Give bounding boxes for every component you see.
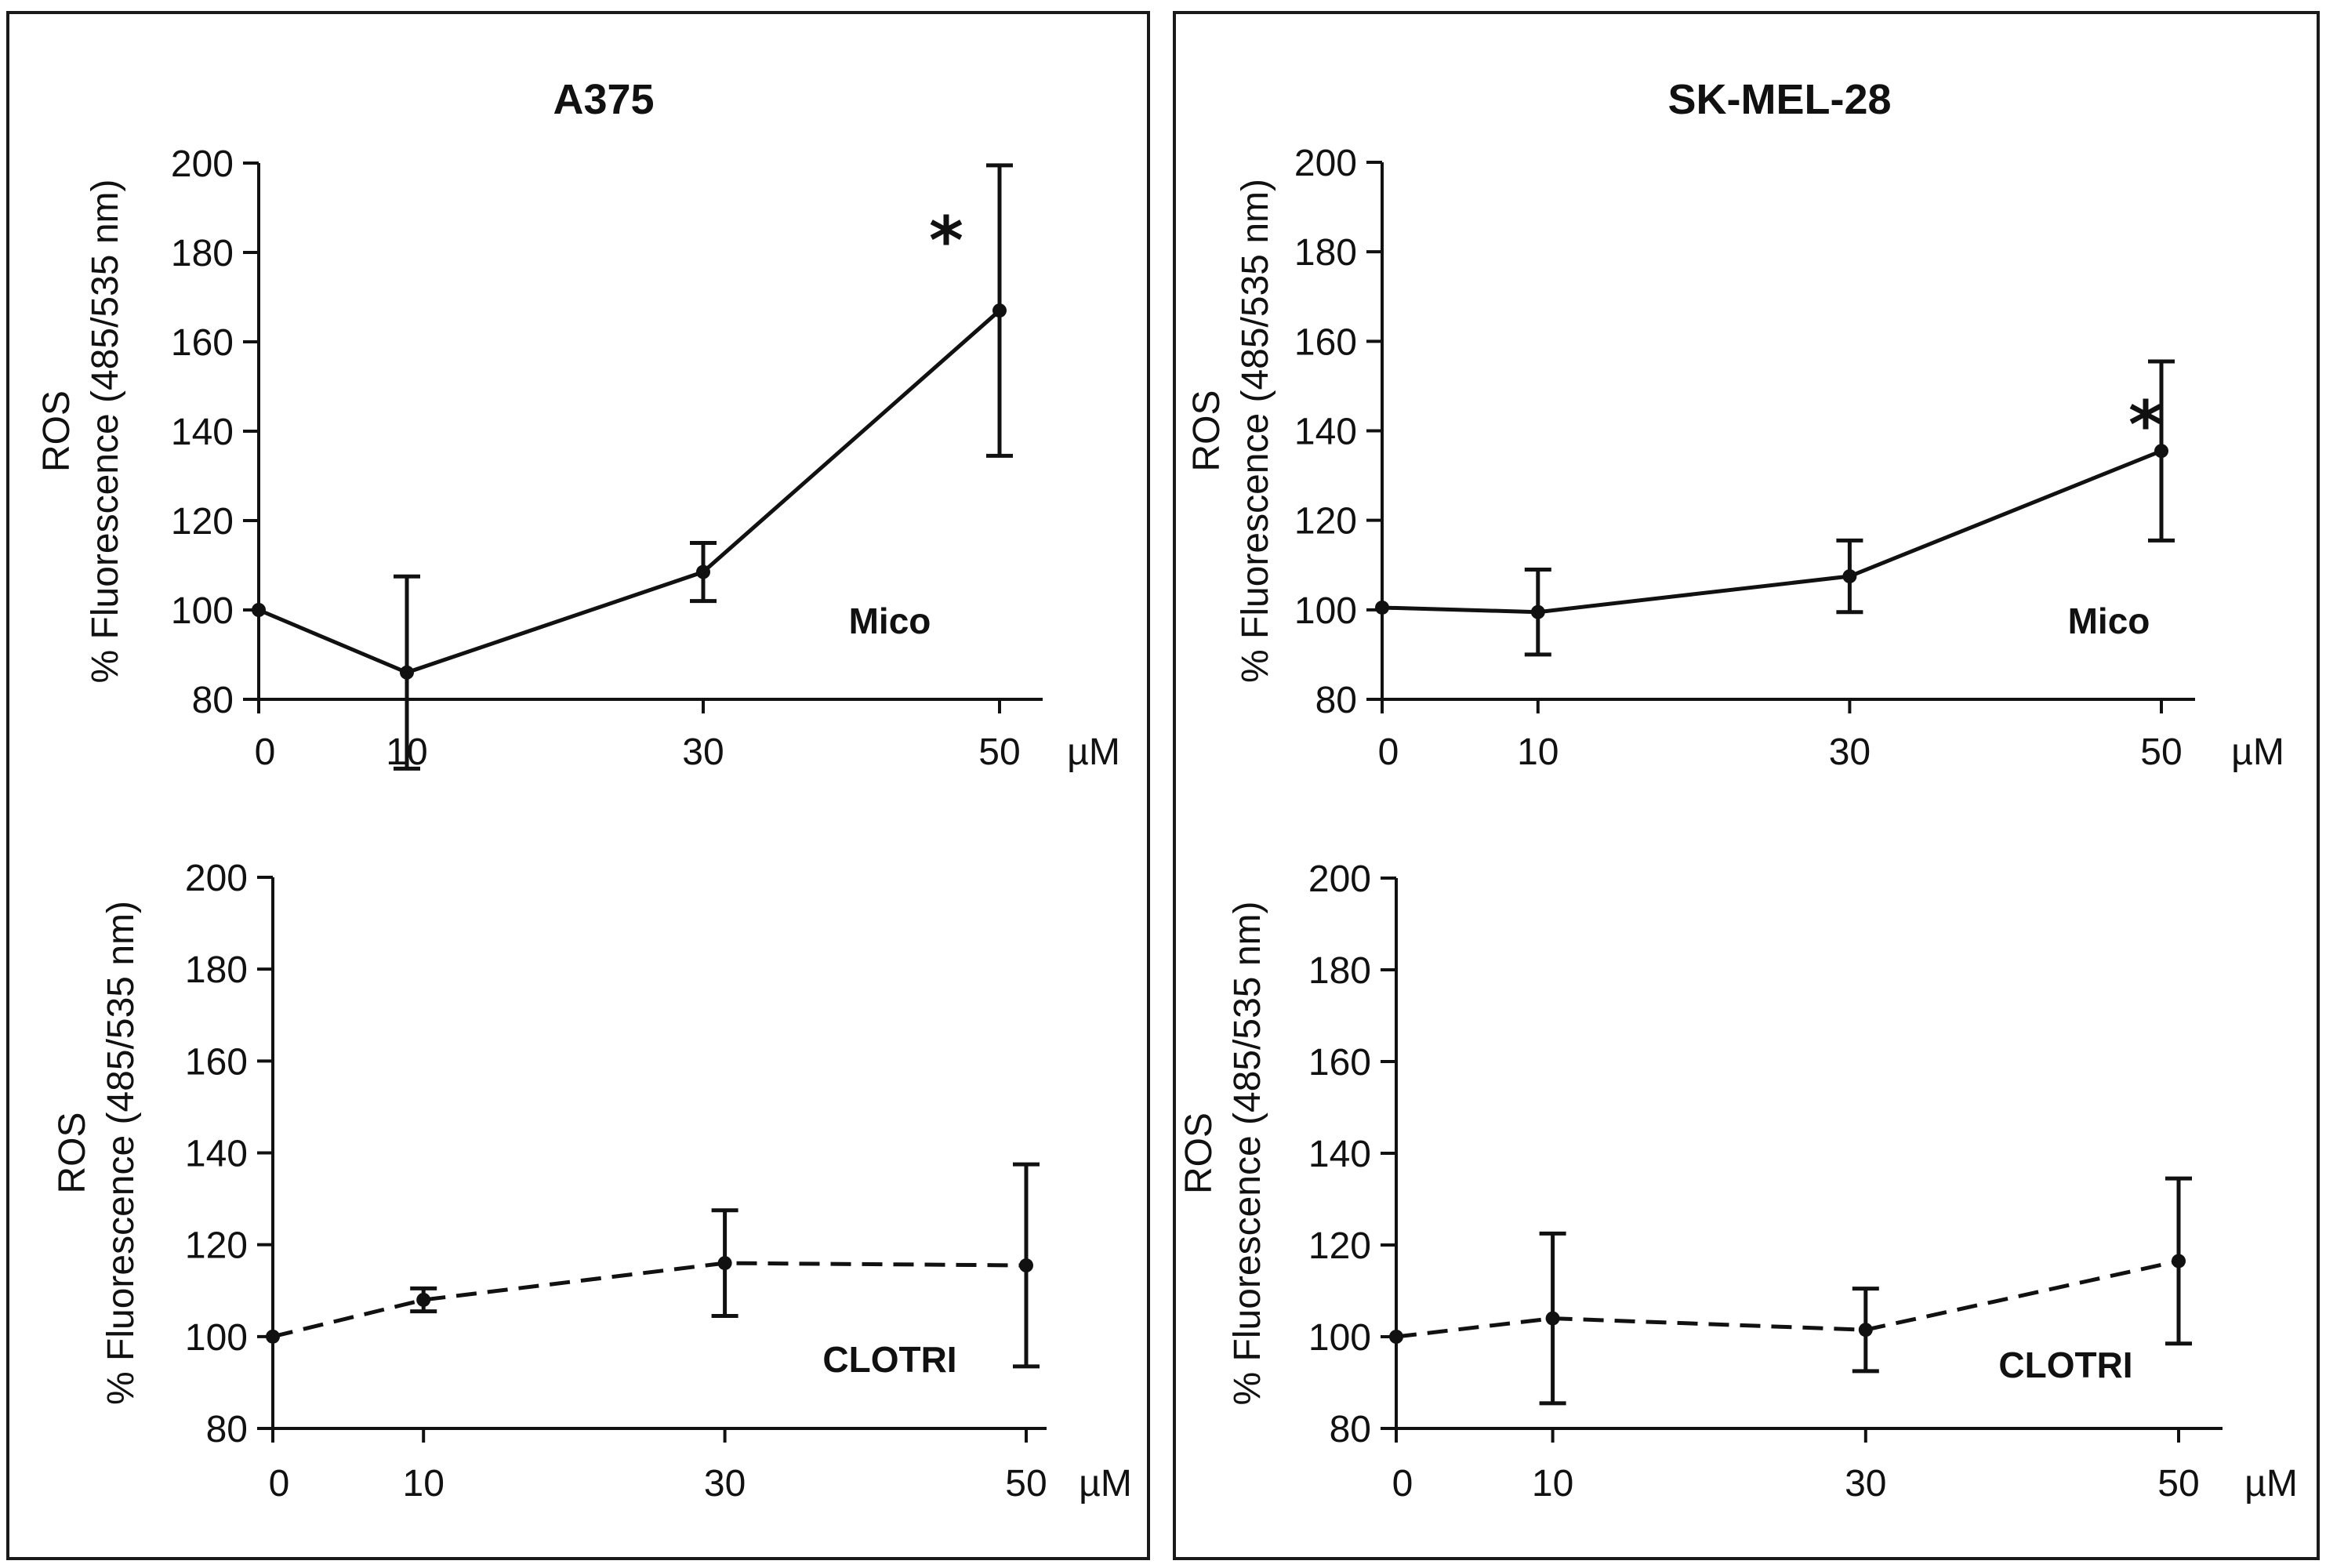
data-point bbox=[696, 564, 710, 579]
y-tick-label: 120 bbox=[1308, 1225, 1371, 1267]
y-tick-label: 80 bbox=[192, 680, 234, 721]
x-tick-label: 50 bbox=[2157, 1463, 2199, 1504]
x-unit-label: µM bbox=[1079, 1463, 1132, 1504]
data-point bbox=[1375, 600, 1389, 615]
data-point bbox=[400, 665, 414, 680]
chart-title: A375 bbox=[553, 76, 654, 123]
x-tick-label: 30 bbox=[1829, 731, 1871, 773]
y-axis-label-line2: % Fluorescence (485/535 nm) bbox=[100, 901, 142, 1405]
y-axis-label-line2: % Fluorescence (485/535 nm) bbox=[85, 180, 126, 684]
left-panel-frame bbox=[6, 11, 1150, 1560]
y-axis-label-line2: % Fluorescence (485/535 nm) bbox=[1235, 179, 1276, 683]
series-line bbox=[1381, 448, 2162, 615]
y-tick-label: 160 bbox=[185, 1041, 248, 1083]
data-point bbox=[1842, 569, 1857, 584]
data-point bbox=[1389, 1330, 1403, 1344]
series-label: Mico bbox=[2068, 601, 2150, 641]
y-tick-label: 120 bbox=[185, 1225, 248, 1267]
x-tick-label: 10 bbox=[403, 1463, 445, 1504]
x-tick-label: 10 bbox=[1517, 731, 1559, 773]
x-tick-label: 30 bbox=[682, 731, 724, 773]
x-unit-label: µM bbox=[2244, 1463, 2298, 1504]
y-axis-label-line1: ROS bbox=[1186, 390, 1228, 471]
data-point bbox=[992, 303, 1007, 318]
series-label: CLOTRI bbox=[822, 1339, 956, 1380]
data-point bbox=[2172, 1254, 2186, 1269]
x-unit-label: µM bbox=[2231, 731, 2284, 773]
x-unit-label: µM bbox=[1067, 731, 1120, 773]
y-axis-label-line2: % Fluorescence (485/535 nm) bbox=[1227, 902, 1268, 1406]
data-point bbox=[2154, 444, 2168, 459]
y-tick-label: 180 bbox=[1294, 232, 1357, 274]
data-point bbox=[717, 1256, 732, 1271]
data-point bbox=[252, 603, 266, 617]
data-point bbox=[416, 1292, 431, 1307]
series-line bbox=[272, 1261, 1027, 1339]
chart-panel-3: 80 100 120 140 160 180 200 0 10 30 50 µM ROS% Fluore… bbox=[52, 858, 1132, 1504]
y-tick-label: 200 bbox=[185, 858, 248, 899]
significance-marker: * bbox=[929, 202, 963, 279]
y-tick-label: 140 bbox=[171, 412, 234, 453]
data-point bbox=[266, 1329, 280, 1344]
y-tick-label: 100 bbox=[1308, 1317, 1371, 1359]
y-tick-label: 160 bbox=[1294, 321, 1357, 363]
y-tick-label: 100 bbox=[1294, 590, 1357, 632]
y-tick-label: 180 bbox=[171, 233, 234, 274]
y-tick-label: 180 bbox=[185, 949, 248, 991]
data-point bbox=[1858, 1323, 1873, 1338]
x-tick-label: 0 bbox=[1392, 1463, 1413, 1504]
y-tick-label: 140 bbox=[1294, 412, 1357, 453]
x-tick-label: 10 bbox=[1532, 1463, 1573, 1504]
y-tick-label: 80 bbox=[1330, 1409, 1371, 1450]
x-tick-label: 30 bbox=[1845, 1463, 1886, 1504]
chart-panel-2: 80 100 120 140 160 180 200 0 10 30 50 µM ROS% Fluore… bbox=[1186, 76, 2284, 773]
y-tick-label: 200 bbox=[171, 143, 234, 185]
y-tick-label: 140 bbox=[1308, 1134, 1371, 1175]
series-label: CLOTRI bbox=[1998, 1345, 2132, 1385]
chart-panel-4: 80 100 120 140 160 180 200 0 10 30 50 µM ROS% Fluore… bbox=[1178, 858, 2298, 1504]
x-tick-label: 0 bbox=[269, 1463, 290, 1504]
y-axis-label-line1: ROS bbox=[52, 1112, 93, 1193]
y-tick-label: 140 bbox=[185, 1134, 248, 1175]
y-tick-label: 80 bbox=[206, 1409, 248, 1450]
x-tick-label: 50 bbox=[2140, 731, 2182, 773]
y-axis-label-line1: ROS bbox=[1178, 1112, 1220, 1194]
y-tick-label: 200 bbox=[1294, 143, 1357, 184]
y-tick-label: 180 bbox=[1308, 950, 1371, 992]
y-axis-label-line1: ROS bbox=[36, 390, 78, 472]
y-tick-label: 100 bbox=[185, 1317, 248, 1359]
significance-marker: * bbox=[2128, 387, 2163, 463]
data-point bbox=[1530, 604, 1545, 619]
series-line bbox=[258, 309, 1001, 675]
y-tick-label: 80 bbox=[1315, 680, 1357, 721]
y-tick-label: 160 bbox=[171, 322, 234, 364]
data-point bbox=[1545, 1311, 1560, 1326]
data-point bbox=[1019, 1258, 1033, 1273]
x-tick-label: 30 bbox=[704, 1463, 746, 1504]
series-line bbox=[1395, 1259, 2179, 1339]
x-tick-label: 50 bbox=[978, 731, 1020, 773]
y-tick-label: 160 bbox=[1308, 1042, 1371, 1083]
y-tick-label: 120 bbox=[171, 501, 234, 543]
y-tick-label: 120 bbox=[1294, 501, 1357, 543]
x-tick-label: 0 bbox=[255, 731, 276, 773]
series-label: Mico bbox=[849, 601, 931, 641]
x-tick-label: 0 bbox=[1378, 731, 1399, 773]
x-tick-label: 50 bbox=[1005, 1463, 1047, 1504]
y-tick-label: 100 bbox=[171, 590, 234, 632]
right-panel-frame bbox=[1173, 11, 2320, 1560]
y-tick-label: 200 bbox=[1308, 858, 1371, 900]
chart-title: SK-MEL-28 bbox=[1667, 76, 1891, 123]
